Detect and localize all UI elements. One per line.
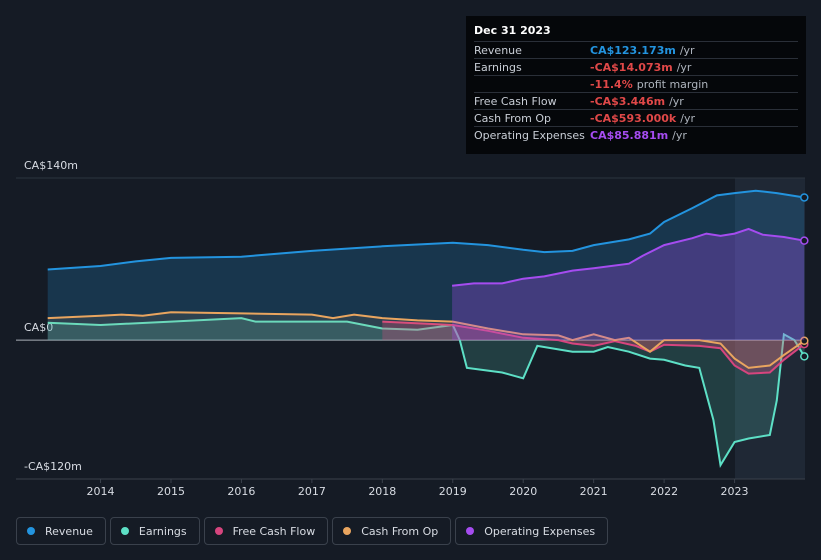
series-area [382, 321, 805, 374]
end-point [800, 336, 809, 346]
tooltip-unit: /yr [679, 43, 695, 57]
series-line [382, 320, 805, 375]
legend-item[interactable]: Operating Expenses [455, 517, 609, 545]
tooltip-label: Cash From Op [474, 111, 552, 125]
series-line [451, 227, 805, 287]
x-tick-label: 2018 [368, 485, 396, 498]
tooltip-label: Free Cash Flow [474, 94, 557, 108]
tooltip-date: Dec 31 2023 [474, 24, 551, 37]
x-tick-label: 2022 [650, 485, 678, 498]
x-tick-label: 2021 [580, 485, 608, 498]
series-area [47, 312, 805, 368]
legend-swatch [27, 527, 35, 535]
tooltip-unit: /yr [672, 128, 687, 142]
legend-label: Revenue [45, 524, 93, 538]
tooltip-unit: /yr [669, 94, 684, 108]
series-line [47, 317, 806, 468]
series-area [47, 190, 805, 341]
highlight-band [735, 178, 805, 479]
tooltip-row: Operating Expenses CA$85.881m/yr [474, 126, 798, 143]
tooltip-label: Earnings [474, 60, 522, 74]
x-tick-label: 2016 [227, 485, 255, 498]
legend-item[interactable]: Revenue [16, 517, 106, 545]
legend-label: Cash From Op [361, 524, 439, 538]
legend-swatch [214, 527, 223, 535]
x-tick-label: 2017 [298, 485, 326, 498]
tooltip-unit: profit margin [636, 77, 709, 91]
series-line [47, 189, 805, 271]
x-tick-label: 2015 [157, 485, 185, 498]
series-line [47, 311, 805, 369]
end-point [800, 193, 809, 202]
tooltip-unit: /yr [676, 60, 692, 74]
x-tick-label: 2023 [721, 485, 749, 498]
tooltip-value: -CA$14.073m [590, 60, 673, 74]
tooltip-row: Cash From Op -CA$593.000k/yr [474, 109, 798, 126]
legend-swatch [120, 527, 129, 535]
legend-item[interactable]: Free Cash Flow [203, 517, 329, 545]
legend: Revenue Earnings Free Cash Flow Cash From O… [16, 517, 609, 545]
tooltip-value: CA$85.881m [590, 128, 669, 142]
tooltip-row: Revenue CA$123.173m/yr [474, 41, 798, 58]
legend-label: Free Cash Flow [232, 524, 316, 538]
end-point [800, 352, 809, 361]
y-tick-label: -CA$120m [24, 460, 82, 473]
legend-swatch [343, 527, 352, 535]
legend-item[interactable]: Cash From Op [332, 517, 452, 545]
legend-label: Operating Expenses [484, 524, 596, 538]
x-tick-label: 2014 [87, 485, 115, 498]
x-tick-label: 2020 [509, 485, 537, 498]
legend-item[interactable]: Earnings [109, 517, 200, 545]
legend-label: Earnings [138, 524, 187, 538]
tooltip-label: Revenue [474, 43, 522, 57]
tooltip-row: Free Cash Flow -CA$3.446m/yr [474, 92, 798, 109]
tooltip: Dec 31 2023 Revenue CA$123.173m/yr Earnings… [466, 16, 806, 154]
tooltip-unit: /yr [680, 111, 695, 125]
chart: -CA$120m CA$0 CA$140m 2014 2015 2016 2017 2018 2… [16, 159, 809, 498]
legend-swatch [466, 527, 475, 535]
y-tick-label: CA$0 [24, 321, 53, 334]
tooltip-label: Operating Expenses [474, 128, 585, 142]
x-tick-label: 2019 [439, 485, 467, 498]
tooltip-value: -CA$3.446m [590, 94, 666, 108]
series-area [452, 228, 805, 341]
tooltip-value: -11.4% [590, 77, 633, 91]
tooltip-row: Earnings -CA$14.073m/yr [474, 58, 798, 75]
tooltip-value: CA$123.173m [590, 43, 676, 57]
y-tick-label: CA$140m [24, 159, 78, 172]
tooltip-value: -CA$593.000k [590, 111, 677, 125]
tooltip-row: -11.4% profit margin [474, 75, 798, 92]
end-point [800, 236, 809, 245]
